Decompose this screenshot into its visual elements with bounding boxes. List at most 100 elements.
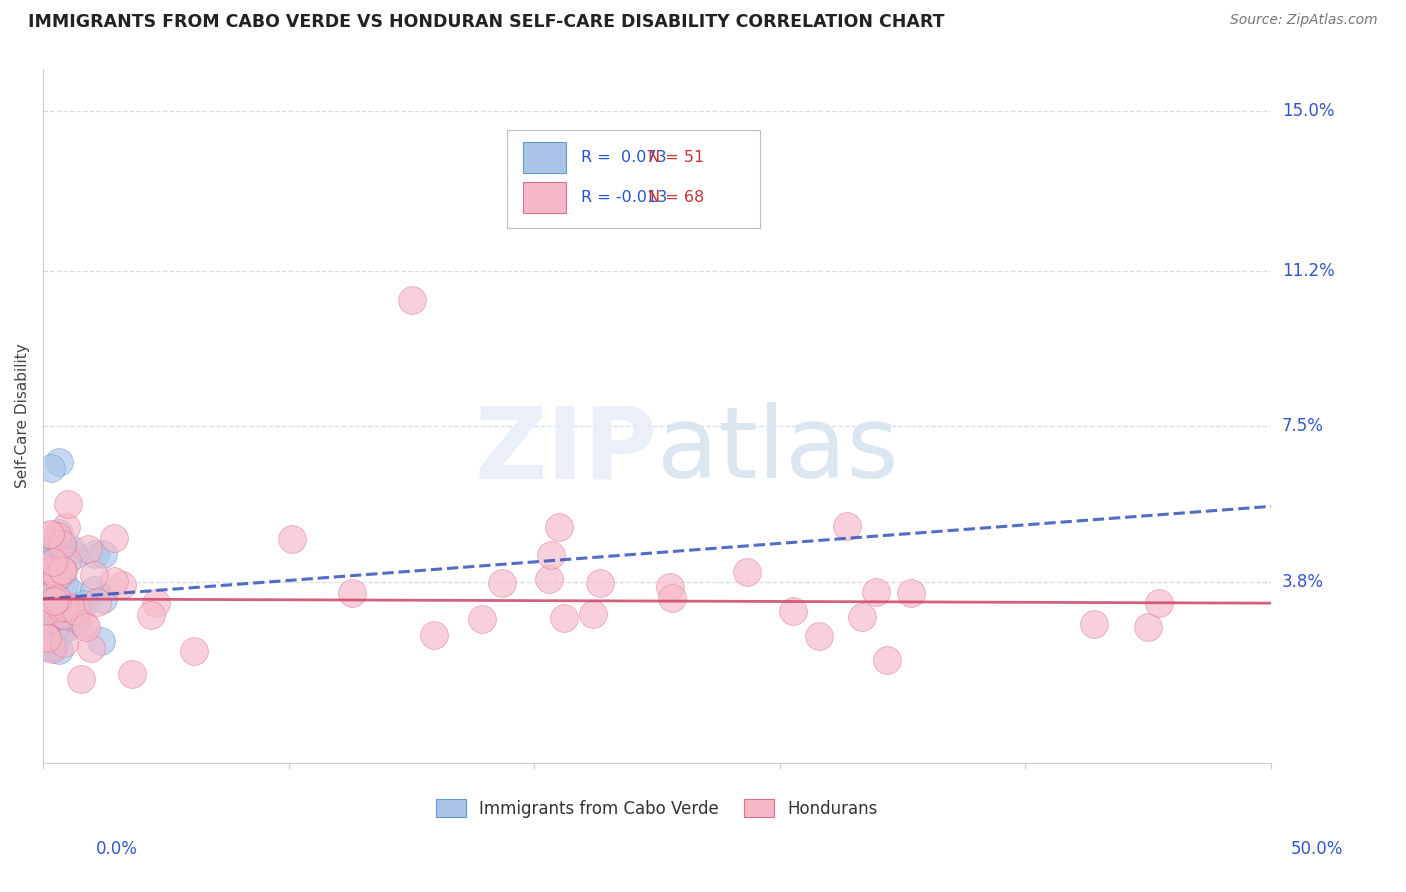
Point (35, 546, 58, 560)
Point (83, 568, 105, 582)
Point (121, 666, 143, 681)
Point (553, 611, 575, 625)
Point (65, 604, 87, 618)
Point (900, 586, 922, 600)
Point (48, 538, 70, 552)
Point (35, 576, 58, 591)
Point (75, 620, 97, 634)
Text: 0.0%: 0.0% (96, 840, 138, 858)
Point (58, 497, 80, 511)
Point (865, 584, 887, 599)
Point (548, 520, 571, 534)
Text: 50.0%: 50.0% (1291, 840, 1343, 858)
Point (39, 528, 62, 542)
Point (48, 455, 70, 469)
Point (52, 564, 75, 578)
Y-axis label: Self-Care Disability: Self-Care Disability (15, 343, 30, 488)
Point (46, 529, 69, 543)
Point (42, 622, 65, 636)
Text: Source: ZipAtlas.com: Source: ZipAtlas.com (1230, 13, 1378, 28)
Point (49, 600, 72, 615)
Point (41, 555, 63, 569)
Point (32, 591, 55, 606)
Point (49, 607, 72, 622)
Point (48, 625, 70, 640)
Point (90, 634, 112, 648)
Point (422, 627, 444, 641)
Point (44, 594, 66, 608)
Point (35, 618, 58, 632)
Text: R =  0.073: R = 0.073 (581, 150, 666, 165)
Point (37, 564, 59, 578)
Point (32, 634, 55, 648)
Point (659, 580, 682, 594)
Point (55, 520, 77, 534)
Point (39, 574, 62, 589)
Point (45, 552, 67, 566)
Point (42, 590, 65, 604)
Point (537, 572, 560, 586)
Point (1083, 616, 1105, 631)
Point (51, 539, 73, 553)
Point (39, 564, 62, 578)
Point (55, 621, 77, 635)
Point (145, 596, 167, 610)
Point (39, 461, 62, 475)
Point (51, 537, 73, 551)
Point (661, 591, 683, 606)
Point (52, 607, 75, 622)
Point (84, 547, 107, 561)
Text: R = -0.013: R = -0.013 (581, 190, 666, 205)
Point (280, 532, 302, 546)
Point (35, 617, 58, 632)
Point (34, 604, 56, 618)
Text: 15.0%: 15.0% (1282, 102, 1334, 120)
Point (1147, 596, 1170, 610)
Text: 7.5%: 7.5% (1282, 417, 1324, 435)
Point (93, 547, 115, 561)
Point (70, 672, 93, 686)
Point (48, 526, 70, 541)
Point (38, 574, 60, 588)
Point (851, 610, 873, 624)
Point (588, 575, 610, 590)
Point (401, 293, 423, 307)
Point (63, 548, 86, 562)
Point (45, 592, 67, 607)
Point (41, 642, 63, 657)
Point (76, 541, 98, 556)
Point (45, 568, 67, 582)
Point (35, 591, 58, 606)
Point (34, 582, 56, 597)
Point (782, 604, 804, 618)
Point (34, 599, 56, 613)
Text: IMMIGRANTS FROM CABO VERDE VS HONDURAN SELF-CARE DISABILITY CORRELATION CHART: IMMIGRANTS FROM CABO VERDE VS HONDURAN S… (28, 13, 945, 31)
Point (60, 542, 83, 557)
Point (582, 607, 605, 621)
Point (42, 587, 65, 601)
Point (38, 599, 60, 613)
Point (73, 616, 96, 631)
Point (37, 631, 59, 645)
Point (45, 541, 67, 556)
Point (37, 555, 59, 569)
Point (139, 608, 162, 623)
Point (66, 604, 89, 618)
Point (66, 615, 89, 629)
Point (735, 566, 758, 580)
Text: N = 68: N = 68 (648, 190, 704, 205)
Point (83, 583, 105, 598)
Point (876, 653, 898, 667)
Text: atlas: atlas (657, 402, 898, 499)
Point (52, 603, 75, 617)
Text: N = 51: N = 51 (648, 150, 704, 165)
Point (1137, 620, 1160, 634)
Text: 11.2%: 11.2% (1282, 261, 1334, 279)
Legend: Immigrants from Cabo Verde, Hondurans: Immigrants from Cabo Verde, Hondurans (429, 793, 884, 824)
Point (38, 549, 60, 563)
Point (35, 554, 58, 568)
Point (52, 636, 75, 650)
Point (59, 599, 82, 614)
Point (53, 577, 76, 591)
Point (42, 640, 65, 654)
